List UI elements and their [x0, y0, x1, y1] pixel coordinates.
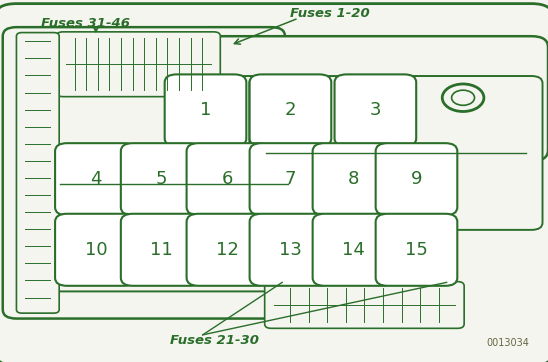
Text: 5: 5 — [156, 170, 167, 188]
FancyBboxPatch shape — [312, 214, 395, 286]
FancyBboxPatch shape — [164, 75, 246, 147]
Text: 13: 13 — [279, 241, 302, 259]
Text: 14: 14 — [342, 241, 365, 259]
FancyBboxPatch shape — [376, 214, 457, 286]
FancyBboxPatch shape — [265, 282, 464, 328]
Text: 6: 6 — [222, 170, 233, 188]
FancyBboxPatch shape — [55, 143, 137, 215]
FancyBboxPatch shape — [334, 75, 416, 147]
Text: 2: 2 — [285, 101, 296, 119]
FancyBboxPatch shape — [121, 143, 203, 215]
Text: Fuses 21-30: Fuses 21-30 — [170, 334, 259, 347]
FancyBboxPatch shape — [186, 143, 268, 215]
Text: 0013034: 0013034 — [486, 337, 529, 348]
FancyBboxPatch shape — [250, 143, 331, 215]
FancyBboxPatch shape — [186, 214, 268, 286]
FancyBboxPatch shape — [250, 75, 331, 147]
FancyBboxPatch shape — [16, 33, 59, 313]
Text: 12: 12 — [216, 241, 239, 259]
FancyBboxPatch shape — [145, 36, 548, 161]
FancyBboxPatch shape — [312, 143, 395, 215]
Text: 7: 7 — [285, 170, 296, 188]
FancyBboxPatch shape — [55, 214, 137, 286]
Text: 1: 1 — [200, 101, 211, 119]
Text: 3: 3 — [370, 101, 381, 119]
Text: 8: 8 — [348, 170, 359, 188]
FancyBboxPatch shape — [249, 76, 543, 230]
FancyBboxPatch shape — [376, 143, 457, 215]
Text: Fuses 31-46: Fuses 31-46 — [41, 17, 130, 30]
Text: Fuses 1-20: Fuses 1-20 — [290, 7, 370, 20]
FancyBboxPatch shape — [250, 214, 331, 286]
Text: 15: 15 — [405, 241, 428, 259]
FancyBboxPatch shape — [3, 27, 285, 319]
FancyBboxPatch shape — [0, 4, 548, 362]
Text: 11: 11 — [150, 241, 173, 259]
Text: 9: 9 — [411, 170, 422, 188]
Text: 10: 10 — [84, 241, 107, 259]
Text: 4: 4 — [90, 170, 101, 188]
FancyBboxPatch shape — [121, 214, 203, 286]
FancyBboxPatch shape — [44, 76, 304, 291]
FancyBboxPatch shape — [56, 32, 220, 97]
